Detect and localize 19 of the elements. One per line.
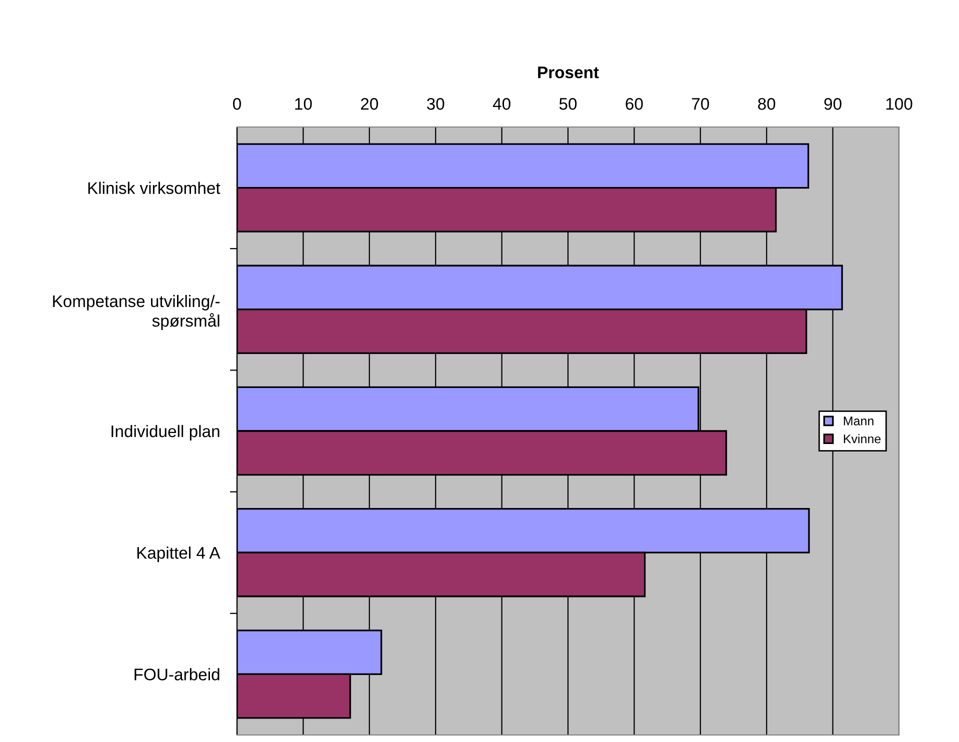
x-axis-title: Prosent (538, 66, 599, 78)
y-tick-label: Kompetanse utvikling/- spørsmål (53, 294, 220, 330)
x-tick-label: 60 (626, 98, 643, 110)
y-tick-label: Individuell plan (112, 424, 220, 440)
x-tick-label: 100 (886, 98, 912, 110)
y-tick-label: Klinisk virksomhet (88, 182, 220, 194)
x-tick-label: 40 (492, 98, 510, 110)
x-tick-label: 70 (692, 98, 710, 110)
x-tick-label: 50 (559, 98, 577, 110)
legend-label: Kvinne (844, 434, 881, 444)
x-tick-label: 90 (824, 98, 842, 110)
x-tick-label: 80 (758, 98, 776, 110)
legend-label: Mann (844, 416, 874, 426)
y-tick-label: Kapittel 4 A (137, 546, 220, 562)
y-tick-label: FOU-arbeid (134, 668, 220, 680)
x-tick-label: 30 (426, 98, 444, 110)
x-tick-label: 10 (295, 98, 312, 110)
x-tick-label: 0 (233, 98, 241, 110)
x-tick-label: 20 (360, 98, 378, 110)
